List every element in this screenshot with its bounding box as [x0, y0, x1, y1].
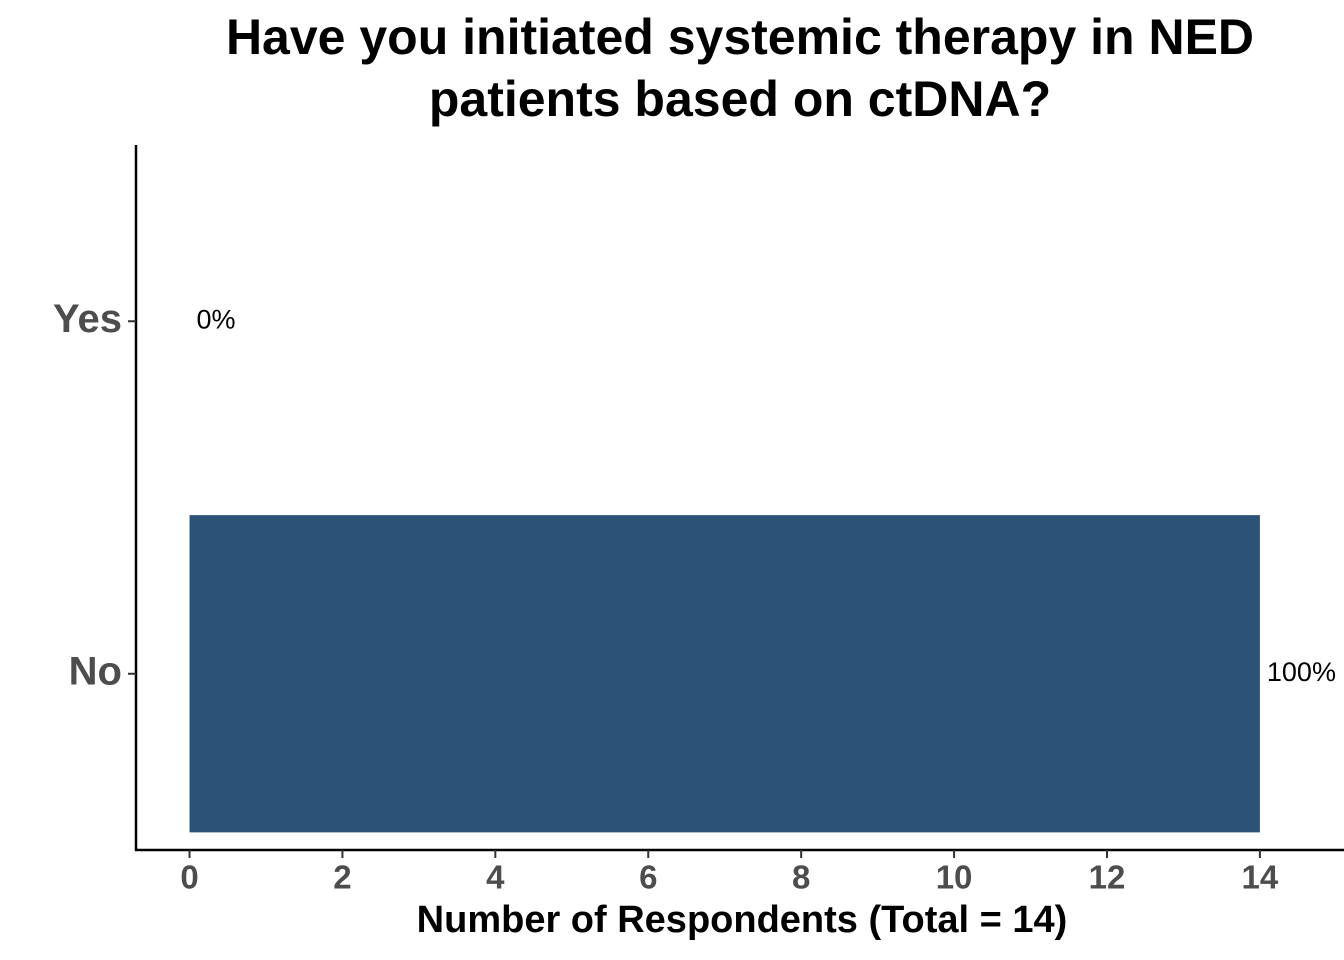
- x-tick-label: 14: [1242, 859, 1279, 896]
- y-tick-label: Yes: [53, 297, 122, 341]
- x-tick-label: 8: [792, 859, 810, 896]
- x-tick-label: 6: [639, 859, 657, 896]
- x-axis-title: Number of Respondents (Total = 14): [417, 899, 1068, 941]
- x-tick-label: 12: [1089, 859, 1126, 896]
- x-tick-label: 10: [936, 859, 973, 896]
- chart-title: Have you initiated systemic therapy in N…: [225, 9, 1255, 127]
- value-label: 100%: [1267, 657, 1336, 687]
- x-tick-label: 4: [486, 859, 505, 896]
- bar: [189, 515, 1260, 833]
- value-label: 0%: [197, 304, 236, 334]
- x-tick-label: 0: [180, 859, 198, 896]
- y-tick-label: No: [69, 649, 122, 693]
- x-tick-label: 2: [333, 859, 351, 896]
